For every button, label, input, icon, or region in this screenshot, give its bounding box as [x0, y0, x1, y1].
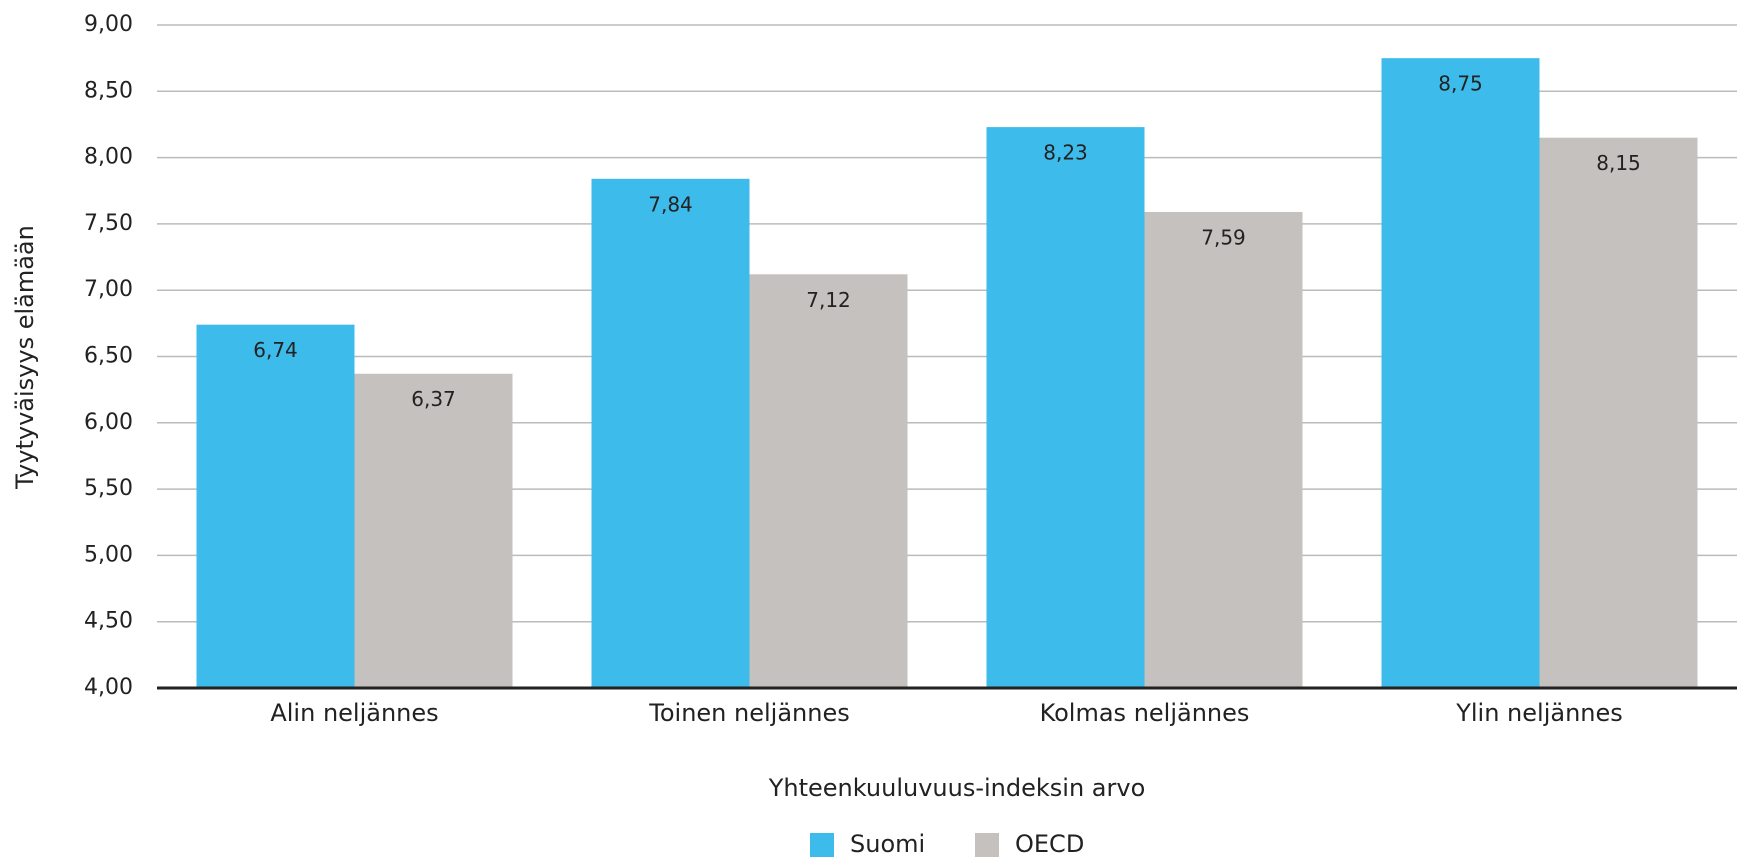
- y-tick-label: 5,00: [84, 542, 133, 567]
- y-tick-label: 7,50: [84, 211, 133, 236]
- legend-label: Suomi: [850, 830, 925, 858]
- y-tick-label: 4,00: [84, 675, 133, 700]
- value-label: 6,37: [411, 387, 456, 411]
- x-tick-label: Alin neljännes: [270, 699, 438, 727]
- y-tick-label: 5,50: [84, 476, 133, 501]
- x-axis-title: Yhteenkuuluvuus-indeksin arvo: [768, 774, 1146, 802]
- y-tick-label: 9,00: [84, 12, 133, 37]
- value-label: 7,12: [806, 288, 851, 312]
- bar: [1539, 137, 1698, 688]
- y-tick-label: 4,50: [84, 609, 133, 634]
- value-label: 7,84: [648, 192, 693, 216]
- value-label: 8,75: [1438, 72, 1483, 96]
- bar: [1381, 58, 1540, 688]
- bar: [749, 274, 908, 688]
- value-label: 8,15: [1596, 151, 1641, 175]
- legend-swatch: [975, 833, 999, 857]
- y-tick-label: 8,00: [84, 145, 133, 170]
- y-tick-label: 6,00: [84, 410, 133, 435]
- y-axis-title: Tyytyväisyys elämään: [11, 225, 39, 490]
- y-tick-label: 8,50: [84, 78, 133, 103]
- value-label: 8,23: [1043, 141, 1088, 165]
- bar: [986, 127, 1145, 689]
- value-label: 6,74: [253, 338, 298, 362]
- bar: [354, 373, 513, 688]
- y-tick-label: 6,50: [84, 344, 133, 369]
- x-tick-label: Toinen neljännes: [648, 699, 849, 727]
- x-tick-label: Ylin neljännes: [1455, 699, 1623, 727]
- y-tick-label: 7,00: [84, 277, 133, 302]
- bar: [1144, 211, 1303, 688]
- bar: [196, 324, 355, 688]
- legend-swatch: [810, 833, 834, 857]
- bar: [591, 178, 750, 689]
- legend-label: OECD: [1015, 830, 1084, 858]
- x-tick-label: Kolmas neljännes: [1040, 699, 1250, 727]
- value-label: 7,59: [1201, 225, 1246, 249]
